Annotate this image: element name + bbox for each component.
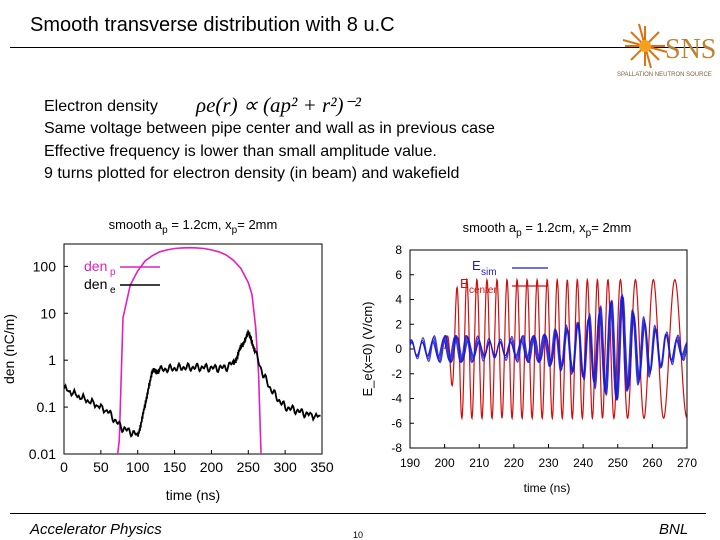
y-tick-label: 1 — [48, 352, 56, 368]
x-tick-label: 150 — [163, 459, 187, 475]
slide-title: Smooth transverse distribution with 8 u.… — [30, 14, 395, 36]
y-tick-label: -6 — [391, 416, 402, 430]
x-tick-label: 200 — [435, 456, 455, 470]
legend-sub-e-sim: sim — [481, 267, 497, 278]
chart-title: smooth ap = 1.2cm, xp= 2mm — [463, 220, 632, 239]
footer-left: Accelerator Physics — [30, 521, 162, 538]
sns-logo: SNS SPALLATION NEUTRON SOURCE — [617, 23, 715, 78]
x-tick-label: 250 — [608, 456, 628, 470]
legend-sub-e-center: center — [469, 285, 497, 296]
x-tick-label: 100 — [126, 459, 150, 475]
x-tick-label: 250 — [237, 459, 261, 475]
density-formula-text: ρe(r) ∝ (ap² + r²)⁻² — [195, 93, 362, 117]
y-axis-label: E_e(x=0) (V/cm) — [360, 302, 375, 397]
legend-label-den-e: den — [84, 276, 107, 292]
x-axis-label: time (ns) — [166, 487, 220, 503]
x-tick-label: 240 — [573, 456, 593, 470]
y-tick-label: 0.01 — [29, 446, 56, 462]
plot-frame — [63, 243, 323, 455]
y-tick-label: 2 — [395, 317, 402, 331]
series-den-p — [116, 246, 262, 454]
chart-density: smooth ap = 1.2cm, xp= 2mm 0 50 100 150 200 25… — [1, 217, 334, 503]
x-tick-label: 0 — [60, 459, 68, 475]
title-divider — [10, 47, 706, 48]
x-axis-label: time (ns) — [524, 481, 571, 495]
bullet-2: Same voltage between pipe center and wal… — [44, 120, 495, 138]
x-tick-label: 50 — [93, 459, 109, 475]
y-tick-label: 0 — [395, 342, 402, 356]
x-tick-label: 220 — [504, 456, 524, 470]
legend-label-e-center: E — [460, 276, 469, 291]
x-tick-label: 270 — [677, 456, 697, 470]
x-tick-label: 230 — [538, 456, 558, 470]
legend-label-den-p: den — [84, 258, 107, 274]
bullet-3: Effective frequency is lower than small … — [44, 142, 437, 160]
legend-sub-den-p: p — [110, 267, 116, 278]
chart-wakefield: smooth ap = 1.2cm, xp= 2mm 190 200 210 220 23… — [360, 220, 697, 495]
series-e-center — [444, 277, 687, 421]
x-tick-label: 190 — [400, 456, 420, 470]
sns-logo-subtext: SPALLATION NEUTRON SOURCE — [617, 72, 712, 78]
bullet-1: Electron density — [44, 98, 158, 115]
x-tick-label: 260 — [642, 456, 662, 470]
y-tick-label: -8 — [391, 441, 402, 455]
series-den-e — [64, 328, 321, 438]
y-tick-label: 4 — [395, 293, 402, 307]
legend-label-e-sim: E — [472, 258, 481, 273]
x-tick-label: 350 — [310, 459, 334, 475]
y-tick-label: 8 — [395, 243, 402, 257]
series-e-sim — [410, 295, 687, 399]
chart-title: smooth ap = 1.2cm, xp= 2mm — [109, 217, 278, 236]
sns-logo-core-icon — [639, 40, 651, 52]
y-tick-label: 100 — [33, 258, 57, 274]
footer-right: BNL — [659, 521, 689, 538]
y-tick-label: 0.1 — [37, 399, 57, 415]
y-tick-label: 6 — [395, 268, 402, 282]
x-tick-label: 200 — [200, 459, 224, 475]
y-tick-label: 10 — [40, 305, 56, 321]
bullet-4: 9 turns plotted for electron density (in… — [44, 164, 460, 182]
x-tick-label: 210 — [469, 456, 489, 470]
y-tick-label: -4 — [391, 392, 402, 406]
footer-divider — [10, 513, 706, 514]
density-formula: ρe(r) ∝ (ap² + r²)⁻² — [195, 93, 362, 117]
y-tick-label: -2 — [391, 367, 402, 381]
bullet-list: Electron density Same voltage between pi… — [44, 96, 495, 185]
legend-sub-den-e: e — [110, 285, 116, 296]
page-number: 10 — [353, 530, 364, 540]
sns-logo-text: SNS — [665, 34, 715, 65]
y-axis-label: den (nC/m) — [1, 314, 17, 384]
x-tick-label: 300 — [273, 459, 297, 475]
